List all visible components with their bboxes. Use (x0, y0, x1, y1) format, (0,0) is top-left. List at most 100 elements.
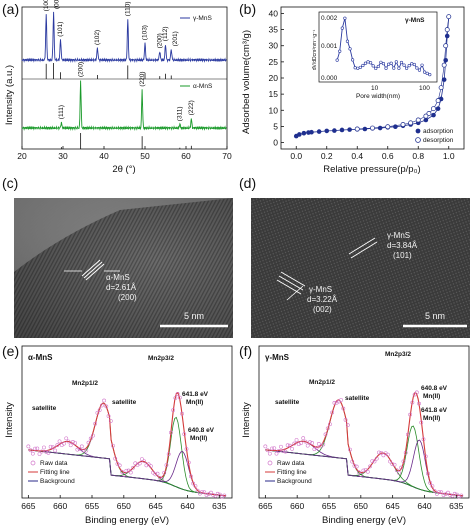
pore-point (387, 62, 391, 66)
panel-b-ytick-label: 35 (269, 25, 279, 35)
e-raw-point (160, 477, 164, 482)
panel-b-xtick-label: 0.6 (382, 151, 394, 161)
pore-point (381, 61, 386, 66)
gamma-reference-lines (45, 63, 172, 79)
f-raw-point (441, 493, 446, 497)
desorption-point (426, 111, 432, 116)
e-raw-point (120, 469, 124, 474)
e-641-8-label: 641.8 eV (182, 391, 209, 398)
panel-b-ytick-label: 15 (269, 89, 279, 99)
f-raw-point (299, 441, 303, 445)
pore-point (345, 39, 350, 43)
e-raw-point (140, 457, 144, 461)
e-raw-point (64, 436, 69, 441)
e-raw-point (215, 491, 220, 496)
panel-e-title: α-MnS (28, 353, 53, 362)
panel-c-label: (c) (2, 176, 18, 191)
panel-f-xps: (f) Intensity γ-MnS satellite Mn2p1/2 sa… (239, 343, 470, 526)
pore-point (356, 66, 360, 70)
f-raw-point (428, 481, 433, 485)
f-raw-point (394, 468, 399, 473)
f-raw-point (450, 493, 455, 498)
gamma-hkl-label: (101) (57, 22, 64, 37)
annotation-d1-plane: (101) (393, 251, 412, 260)
e-legend-raw: Raw data (40, 460, 68, 467)
panel-a-ylabel: Intensity (a.u.) (4, 65, 15, 125)
f-raw-point (377, 450, 381, 455)
gamma-hkl-label: (103) (142, 25, 149, 40)
f-raw-point (350, 459, 355, 464)
inset-ytick-mid: 0.001 (321, 43, 338, 50)
f-raw-point (374, 456, 379, 461)
scale-label-d: 5 nm (425, 311, 445, 321)
inset-xtick-100: 100 (419, 85, 430, 92)
pore-inset-frame (318, 11, 438, 83)
e-raw-point (73, 441, 78, 445)
pore-point (407, 64, 411, 68)
e-raw-point (66, 439, 71, 444)
pore-point (410, 62, 414, 66)
panel-e-xticks: 665 660 655 650 645 640 635 (21, 495, 227, 511)
pore-point (376, 64, 380, 69)
desorption-point (443, 43, 449, 49)
f-raw-point (292, 441, 297, 446)
inset-xtick-10: 10 (371, 85, 379, 92)
e-raw-point (86, 440, 91, 445)
f-xtick-label: 650 (354, 501, 368, 511)
panel-a-frame (21, 6, 228, 150)
e-raw-point (113, 456, 118, 461)
pore-point (366, 60, 370, 64)
e-raw-point (57, 439, 62, 444)
pore-point (361, 63, 365, 68)
f-raw-point (419, 420, 424, 425)
panel-b-ytick-label: 0 (273, 138, 278, 148)
f-raw-point (354, 464, 359, 469)
f-raw-point (412, 392, 417, 397)
lattice-arrow-d (286, 285, 304, 301)
e-raw-point (99, 403, 104, 408)
e-raw-point (117, 463, 122, 468)
alpha-hkl-label: (220) (139, 71, 146, 86)
f-raw-point (417, 401, 421, 406)
e-raw-point (182, 432, 187, 437)
f-raw-point (385, 452, 390, 457)
f-raw-point (399, 465, 404, 470)
e-raw-point (93, 421, 98, 426)
inset-ytick-top: 0.002 (321, 15, 338, 22)
panel-b-ytick-label: 40 (269, 8, 279, 18)
f-raw-point (343, 417, 348, 422)
e-raw-point (35, 446, 40, 451)
f-raw-point (323, 432, 328, 437)
f-raw-point (267, 451, 272, 456)
gamma-xrd-pattern (21, 11, 227, 64)
e-raw-point (108, 419, 113, 423)
f-640-8-state: Mn(II) (423, 393, 440, 400)
panel-f-xticks: 665 660 655 650 645 640 635 (258, 495, 464, 511)
pore-point (425, 71, 429, 75)
gamma-hkl-label: (002) (53, 0, 60, 9)
e-raw-point (162, 470, 167, 475)
inset-xlabel: Pore width(nm) (356, 93, 400, 100)
f-641-8-state: Mn(II) (423, 415, 440, 422)
alpha-hkl-label: (311) (177, 106, 184, 121)
adsorption-point (423, 117, 429, 123)
e-raw-point (186, 460, 191, 465)
pore-point (417, 68, 422, 72)
lattice-marker-c (81, 259, 105, 281)
desorption-legend-marker (415, 137, 421, 143)
pore-point (428, 73, 432, 77)
panel-b-xlabel: Relative pressure(p/p₀) (323, 164, 420, 175)
f-raw-point (341, 406, 346, 411)
panel-c-hrtem: (c) α-MnS d=2.61Å (200) 5 nm (2, 176, 233, 338)
panel-a-xtick-label: 20 (17, 151, 27, 161)
panel-a-xtick-label: 40 (99, 151, 109, 161)
gamma-hkl-label: (201) (172, 31, 179, 46)
pore-point (374, 66, 378, 70)
f-raw-point (432, 489, 437, 493)
e-raw-point (177, 395, 182, 400)
e-raw-point (209, 490, 213, 495)
e-raw-point (79, 444, 84, 449)
e-raw-point (124, 468, 129, 473)
pore-point (363, 61, 368, 65)
f-raw-point (455, 492, 459, 497)
